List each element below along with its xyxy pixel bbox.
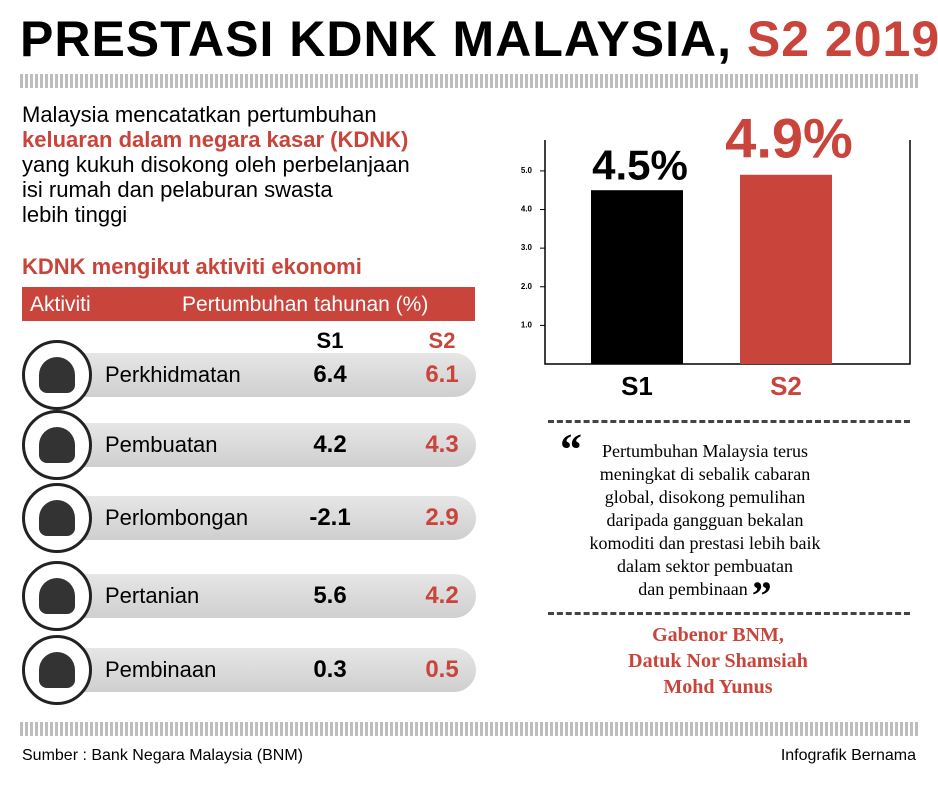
title-highlight: S2 2019 bbox=[746, 11, 938, 67]
value-s1: -2.1 bbox=[309, 504, 351, 531]
title-main: PRESTASI KDNK MALAYSIA, bbox=[20, 11, 732, 67]
value-s2: 6.1 bbox=[425, 361, 459, 388]
value-s2: 4.2 bbox=[425, 582, 459, 609]
activity-name: Pembuatan bbox=[105, 432, 218, 457]
intro-line: yang kukuh disokong oleh perbelanjaan bbox=[22, 152, 410, 177]
divider bbox=[20, 74, 918, 88]
quote-line: global, disokong pemulihan bbox=[604, 487, 806, 507]
row-icon bbox=[22, 340, 92, 410]
value-s1: 0.3 bbox=[313, 656, 347, 683]
row-icon bbox=[22, 483, 92, 553]
quote-line: daripada gangguan bekalan bbox=[606, 510, 804, 530]
column-header: S1 bbox=[316, 328, 344, 353]
quote-line: Pertumbuhan Malaysia terus bbox=[602, 441, 808, 461]
bar-chart: 1.0 2.0 3.0 4.0 5.0 S1 4.5% S2 4.9% bbox=[521, 107, 911, 401]
attribution-line: Mohd Yunus bbox=[663, 676, 773, 698]
y-tick-label: 3.0 bbox=[521, 243, 533, 252]
icon-shape bbox=[39, 652, 75, 688]
value-s1: 4.2 bbox=[313, 431, 347, 458]
separator bbox=[548, 420, 910, 423]
quote-open: “ bbox=[560, 425, 582, 474]
table-header: Aktiviti Pertumbuhan tahunan (%) bbox=[22, 287, 475, 321]
attribution: Gabenor BNM, Datuk Nor Shamsiah Mohd Yunus bbox=[548, 622, 888, 700]
intro-line: lebih tinggi bbox=[22, 202, 128, 227]
quote-line: dalam sektor pembuatan bbox=[617, 556, 793, 576]
axis-frame bbox=[544, 140, 911, 365]
quote-text: Pertumbuhan Malaysia terus meningkat di s… bbox=[535, 440, 875, 618]
activity-name: Pertanian bbox=[105, 583, 200, 608]
value-s1: 6.4 bbox=[313, 361, 347, 388]
icon-shape bbox=[39, 427, 75, 463]
y-tick-label: 5.0 bbox=[521, 166, 533, 175]
row-background bbox=[42, 496, 476, 540]
attribution-line: Gabenor BNM, bbox=[652, 624, 784, 646]
intro: Malaysia mencatatkan pertumbuhan keluaran… bbox=[22, 102, 410, 227]
icon-shape bbox=[39, 500, 75, 536]
separator bbox=[548, 612, 910, 615]
table-title: KDNK mengikut aktiviti ekonomi bbox=[22, 254, 362, 279]
x-tick-label: S2 bbox=[770, 371, 802, 401]
icon-shape bbox=[39, 578, 75, 614]
quote-close: ” bbox=[751, 573, 772, 618]
quote-line: meningkat di sebalik cabaran bbox=[599, 464, 811, 484]
activity-name: Pembinaan bbox=[105, 657, 217, 682]
value-s2: 4.3 bbox=[425, 431, 459, 458]
row-background bbox=[42, 574, 476, 618]
quote-line: komoditi dan prestasi lebih baik bbox=[589, 533, 821, 553]
value-s1: 5.6 bbox=[313, 582, 347, 609]
row-background bbox=[42, 423, 476, 467]
y-tick-label: 1.0 bbox=[521, 320, 533, 329]
activity-name: Perkhidmatan bbox=[105, 362, 241, 387]
activity-name: Perlombongan bbox=[105, 505, 249, 530]
header-cell: Aktiviti bbox=[30, 293, 91, 316]
intro-line: Malaysia mencatatkan pertumbuhan bbox=[22, 102, 377, 127]
credit: Infografik Bernama bbox=[780, 747, 916, 764]
divider bbox=[20, 722, 918, 736]
intro-line: keluaran dalam negara kasar (KDNK) bbox=[22, 127, 409, 152]
attribution-line: Datuk Nor Shamsiah bbox=[628, 650, 808, 672]
x-tick-label: S1 bbox=[621, 371, 653, 401]
row-icon bbox=[22, 561, 92, 631]
value-s2: 0.5 bbox=[425, 656, 459, 683]
row-background bbox=[42, 648, 476, 692]
bar bbox=[591, 190, 683, 364]
source: Sumber : Bank Negara Malaysia (BNM) bbox=[22, 747, 303, 764]
value-label: 4.5% bbox=[592, 141, 688, 188]
icon-shape bbox=[39, 357, 75, 393]
column-header: S2 bbox=[428, 328, 456, 353]
value-label: 4.9% bbox=[725, 107, 853, 170]
y-tick-label: 4.0 bbox=[521, 205, 533, 214]
row-background bbox=[42, 353, 476, 397]
intro-line: isi rumah dan pelaburan swasta bbox=[22, 177, 333, 202]
bar bbox=[740, 174, 832, 364]
y-tick-label: 2.0 bbox=[521, 282, 533, 291]
quote-line: dan pembinaan” bbox=[638, 573, 772, 618]
header-cell: Pertumbuhan tahunan (%) bbox=[182, 293, 429, 316]
title: PRESTASI KDNK MALAYSIA, S2 2019 bbox=[20, 10, 938, 68]
row-icon bbox=[22, 635, 92, 705]
value-s2: 2.9 bbox=[425, 504, 459, 531]
row-icon bbox=[22, 410, 92, 480]
